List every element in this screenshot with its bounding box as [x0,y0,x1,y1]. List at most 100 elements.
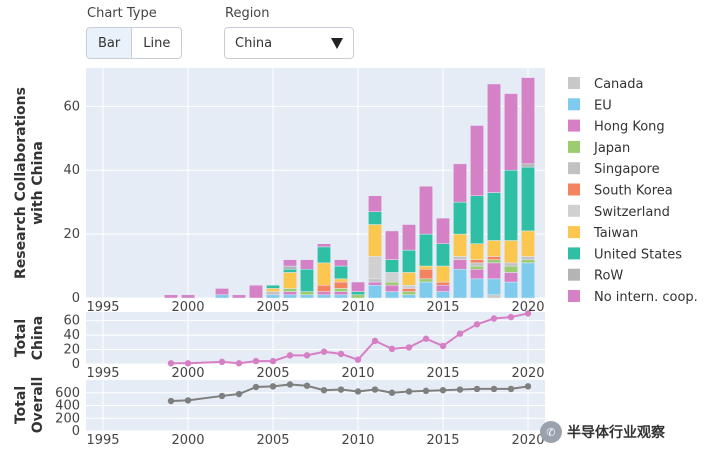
bar-segment [215,288,229,296]
bar-segment [521,230,535,257]
x-tick-label: 2010 [341,433,374,448]
legend-swatch [568,77,580,89]
bar-segment [419,278,433,283]
data-point [303,382,311,389]
bar-segment [487,240,501,257]
bar-segment [283,294,297,299]
bar-segment [334,291,348,296]
legend-entry: Japan [593,141,630,156]
x-tick-label: 2015 [426,433,459,448]
bar-segment [215,294,229,299]
chart-type-line-button[interactable]: Line [132,27,183,59]
chevron-down-icon [331,37,343,49]
bar-segment [334,294,348,299]
y-tick-label: 60 [63,314,80,329]
bar-segment [317,284,331,292]
bar-segment [283,259,297,267]
y-tick-label: 400 [55,399,80,414]
bar-segment [470,262,484,267]
data-point [184,397,192,404]
legend-swatch [568,247,580,260]
chart-type-bar-button[interactable]: Bar [86,27,133,59]
data-point [235,390,243,398]
bar-segment [351,291,365,296]
bar-segment [300,294,314,299]
legend-entry: RoW [594,269,623,284]
bar-segment [521,256,535,260]
data-point [218,392,226,400]
data-point [456,386,464,393]
legend-entry: Switzerland [594,205,670,220]
bar-segment [487,294,501,299]
x-tick-label: 1995 [86,433,119,448]
bar-segment [521,259,535,264]
bar-segment [436,281,450,286]
data-point [473,321,481,328]
bar-segment [385,272,399,283]
bar-segment [521,262,535,299]
data-point [320,387,328,394]
bar-segment [368,211,382,225]
bar-segment [385,281,399,286]
bar-segment [453,259,467,270]
data-point [167,360,175,367]
data-point [507,313,515,321]
bar-segment [487,278,501,296]
bar-segment [470,125,484,197]
bar-segment [334,281,348,289]
x-tick-label: 2005 [256,300,289,315]
legend-swatch [568,290,580,302]
data-point [524,383,532,390]
data-point [286,352,294,359]
bar-segment [283,291,297,296]
y-tick-label: 20 [63,227,80,242]
bar-segment [453,269,467,299]
legend-entry: Canada [594,77,643,92]
bar-segment [419,269,433,280]
bar-segment [419,281,433,299]
x-tick-label: 2020 [511,433,544,448]
data-point [422,387,430,395]
bar-segment [504,265,518,273]
bar-segment [402,249,416,273]
y-axis-label-line: with China [30,141,46,225]
bar-segment [436,265,450,283]
region-select-value: China [235,35,273,51]
x-tick-label: 2010 [341,300,374,315]
data-point [422,335,430,342]
bar-segment [521,77,535,165]
bar-segment [487,262,501,280]
bar-segment [164,294,178,299]
bar-segment [504,240,518,264]
legend-entry: No intern. coop. [594,290,698,305]
bar-segment [487,83,501,193]
y-axis-label-line: Total [13,319,29,357]
x-tick-label: 1995 [86,300,119,315]
bar-segment [368,256,382,280]
data-point [269,383,277,390]
bar-segment [504,281,518,299]
bar-segment [368,284,382,299]
x-tick-label: 2005 [256,366,289,381]
region-select[interactable]: China [224,27,354,59]
bar-segment [521,166,535,232]
bar-segment [436,217,450,244]
bar-segment [487,192,501,241]
bar-segment [266,284,280,289]
bar-segment [300,269,314,292]
bar-segment [453,163,467,203]
data-point [371,337,379,345]
bar-segment [470,259,484,264]
bar-segment [402,284,416,289]
watermark: ✆ 半导体行业观察 [540,421,665,443]
bar-segment [385,259,399,273]
bar-segment [419,185,433,235]
bar-segment [232,294,246,299]
y-tick-label: 40 [63,163,80,178]
y-tick-label: 600 [55,386,80,401]
y-tick-label: 200 [55,411,80,426]
bar-segment [419,233,433,267]
y-axis-label-line: Research Collaborations [13,87,29,279]
bar-segment [317,246,331,264]
x-tick-label: 2005 [256,433,289,448]
